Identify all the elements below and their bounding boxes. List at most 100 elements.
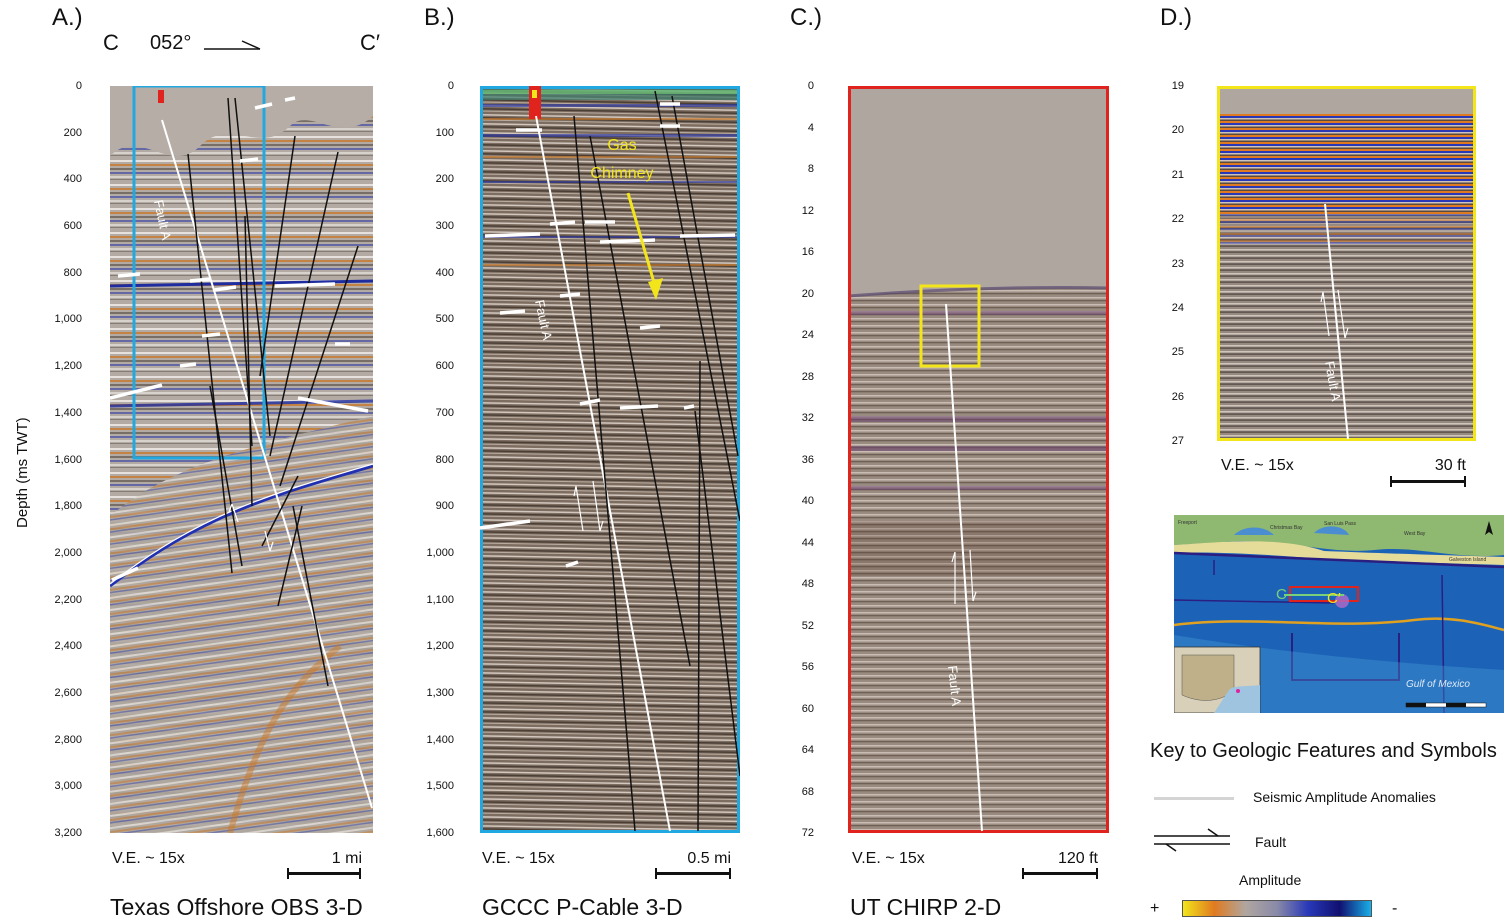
depth-tick-label: 40 <box>801 495 814 507</box>
depth-tick-label: 24 <box>1171 301 1184 314</box>
panel-c-scale-label: 120 ft <box>1057 850 1098 867</box>
depth-tick-label: 0 <box>807 80 814 92</box>
depth-tick-label: 1,200 <box>54 360 82 373</box>
depth-tick-label: 8 <box>807 163 814 175</box>
panel-c-ve: V.E. ~ 15x <box>852 850 925 867</box>
depth-tick-label: 21 <box>1171 168 1184 181</box>
fault-a-line <box>1324 203 1349 440</box>
panel-c-seismic-section <box>848 86 1109 833</box>
depth-tick-label: 800 <box>435 453 454 466</box>
depth-tick-label: 32 <box>801 412 814 424</box>
map-gulf-label: Gulf of Mexico <box>1406 679 1470 690</box>
map-line-end: C′ <box>1327 590 1341 607</box>
depth-tick-label: 1,000 <box>54 313 82 326</box>
depth-tick-label: 27 <box>1171 435 1184 447</box>
depth-tick-label: 1,800 <box>54 500 82 513</box>
north-arrow-icon <box>1485 521 1493 535</box>
panel-c-fault-label: Fault A <box>945 665 964 707</box>
depth-tick-label: 0 <box>447 80 454 92</box>
gas-label-line1: Gas <box>607 137 636 154</box>
depth-tick-label: 12 <box>801 204 814 217</box>
amplitude-anomaly-marks <box>110 96 369 582</box>
fault-a-line <box>535 115 671 832</box>
key-fault-label: Fault <box>1255 834 1287 850</box>
map-place-label: Christmas Bay <box>1270 525 1303 531</box>
fault-a-line <box>945 303 983 832</box>
endpoint-c-label: C <box>103 30 119 55</box>
map-line-start: C <box>1276 586 1287 603</box>
depth-tick-label: 1,100 <box>426 593 454 606</box>
panel-d-seismic-section <box>1217 86 1476 441</box>
depth-tick-label: 1,600 <box>426 827 454 839</box>
depth-tick-label: 25 <box>1171 346 1184 359</box>
depth-tick-label: 2,000 <box>54 546 82 559</box>
panel-b-scalebar <box>655 868 731 879</box>
key-amplitude-label: Amplitude <box>1239 872 1302 888</box>
fault-a-line <box>161 119 373 809</box>
panel-a-red-marker <box>158 90 164 103</box>
panel-c-box <box>848 86 1109 833</box>
fault-offset-arrows-icon <box>1320 289 1349 339</box>
key-amplitude-colorbar <box>1182 900 1372 917</box>
depth-tick-label: 1,400 <box>426 733 454 746</box>
depth-tick-label: 20 <box>801 287 814 300</box>
depth-tick-label: 200 <box>435 173 454 186</box>
fault-offset-arrows-icon <box>228 503 274 552</box>
panel-a-title: Texas Offshore OBS 3-D <box>110 894 363 920</box>
key-fault-arrows-icon <box>1154 828 1230 852</box>
depth-tick-label: 3,200 <box>54 827 82 839</box>
depth-tick-label: 68 <box>801 785 814 798</box>
depth-tick-label: 0 <box>75 80 82 92</box>
depth-tick-label: 60 <box>801 702 814 715</box>
azimuth-label: 052° <box>150 32 192 54</box>
panel-b-letter: B.) <box>424 4 455 31</box>
map-scalebar <box>1405 702 1487 708</box>
map-place-label: West Bay <box>1404 531 1426 537</box>
key-anomaly-symbol <box>1154 797 1234 800</box>
depth-tick-label: 2,600 <box>54 686 82 699</box>
panel-d-scale-label: 30 ft <box>1434 457 1466 474</box>
panel-b-overlay: Fault A Gas Chimney <box>480 86 740 833</box>
fault-offset-arrows-icon <box>573 480 604 532</box>
endpoint-c-prime-label: C′ <box>360 30 381 55</box>
depth-tick-label: 400 <box>63 173 82 186</box>
depth-tick-label: 56 <box>801 661 814 673</box>
location-map: C C′ Freeport Christmas Bay San Luis Pas… <box>1174 515 1504 713</box>
depth-tick-label: 1,600 <box>54 453 82 466</box>
panel-a-ve: V.E. ~ 15x <box>112 850 185 867</box>
gas-label-line2: Chimney <box>590 165 653 182</box>
depth-tick-label: 4 <box>807 121 814 134</box>
depth-tick-label: 22 <box>1171 213 1184 226</box>
depth-tick-label: 400 <box>435 266 454 279</box>
panel-d-box <box>1217 86 1476 441</box>
depth-tick-label: 600 <box>63 220 82 233</box>
depth-tick-label: 26 <box>1171 390 1184 403</box>
key-anomalies-label: Seismic Amplitude Anomalies <box>1253 789 1436 805</box>
depth-tick-label: 1,400 <box>54 406 82 419</box>
panel-d-ve: V.E. ~ 15x <box>1221 457 1294 474</box>
panel-d-letter: D.) <box>1160 4 1192 31</box>
y-axis-label: Depth (ms TWT) <box>14 417 31 528</box>
panel-a-fault-label: Fault A <box>151 199 174 242</box>
key-title: Key to Geologic Features and Symbols <box>1150 740 1497 762</box>
depth-tick-label: 300 <box>435 220 454 233</box>
depth-tick-label: 24 <box>801 329 814 341</box>
depth-tick-label: 1,500 <box>426 780 454 793</box>
depth-tick-label: 1,200 <box>426 640 454 653</box>
panel-d-overlay: Fault A <box>1217 86 1476 441</box>
depth-tick-label: 1,300 <box>426 686 454 699</box>
depth-tick-label: 2,800 <box>54 733 82 746</box>
panel-b-ve: V.E. ~ 15x <box>482 850 555 867</box>
panel-a-scale-label: 1 mi <box>331 850 362 867</box>
panel-b-box <box>480 86 740 833</box>
depth-tick-label: 44 <box>801 536 814 549</box>
azimuth-arrow-icon <box>204 40 261 50</box>
y-axis-label-wrap: Depth (ms TWT) <box>14 400 34 550</box>
key-plus: + <box>1150 900 1160 917</box>
depth-tick-label: 23 <box>1171 257 1184 270</box>
depth-tick-label: 900 <box>435 500 454 513</box>
panel-c-title: UT CHIRP 2-D <box>850 894 1002 920</box>
depth-tick-label: 16 <box>801 246 814 258</box>
map-location-marker-icon <box>1335 594 1349 608</box>
panel-a-inset-box <box>132 86 266 460</box>
